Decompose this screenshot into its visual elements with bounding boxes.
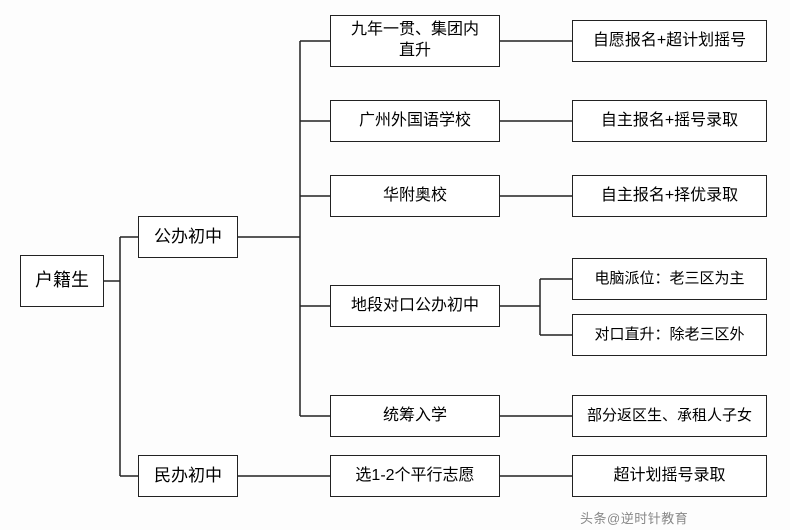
watermark-text: 头条@逆时针教育: [580, 508, 688, 527]
node-root: 户籍生: [20, 255, 104, 307]
node-p5: 统筹入学: [330, 395, 500, 437]
node-pub: 公办初中: [138, 216, 238, 258]
node-r4b: 对口直升：除老三区外: [572, 314, 767, 356]
node-r3: 自主报名+择优录取: [572, 175, 767, 217]
node-r2: 自主报名+摇号录取: [572, 100, 767, 142]
node-p3: 华附奥校: [330, 175, 500, 217]
node-p1: 九年一贯、集团内 直升: [330, 15, 500, 67]
node-p4: 地段对口公办初中: [330, 285, 500, 327]
node-r1: 自愿报名+超计划摇号: [572, 20, 767, 62]
node-priv1: 选1-2个平行志愿: [330, 455, 500, 497]
node-r5: 部分返区生、承租人子女: [572, 395, 767, 437]
node-p2: 广州外国语学校: [330, 100, 500, 142]
node-r6: 超计划摇号录取: [572, 455, 767, 497]
node-priv: 民办初中: [138, 455, 238, 497]
node-r4a: 电脑派位：老三区为主: [572, 258, 767, 300]
